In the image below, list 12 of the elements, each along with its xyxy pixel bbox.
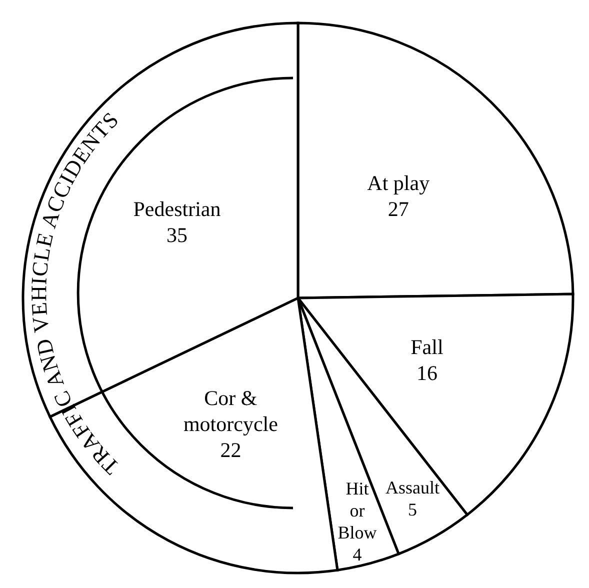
data-label: 4 <box>352 544 362 564</box>
data-label: 22 <box>220 438 242 462</box>
slice-label: Assault <box>386 478 440 498</box>
slice-label: Cor & motorcycle <box>183 386 278 436</box>
data-label: 27 <box>388 197 409 222</box>
slice-label: Pedestrian <box>133 196 222 221</box>
data-label: 16 <box>416 360 438 385</box>
data-label: 35 <box>166 222 188 247</box>
data-label: 5 <box>408 500 418 520</box>
slice-label: At play <box>367 171 430 196</box>
slice-label: Fall <box>410 334 444 359</box>
slice-label: Hit or Blow <box>338 478 377 542</box>
